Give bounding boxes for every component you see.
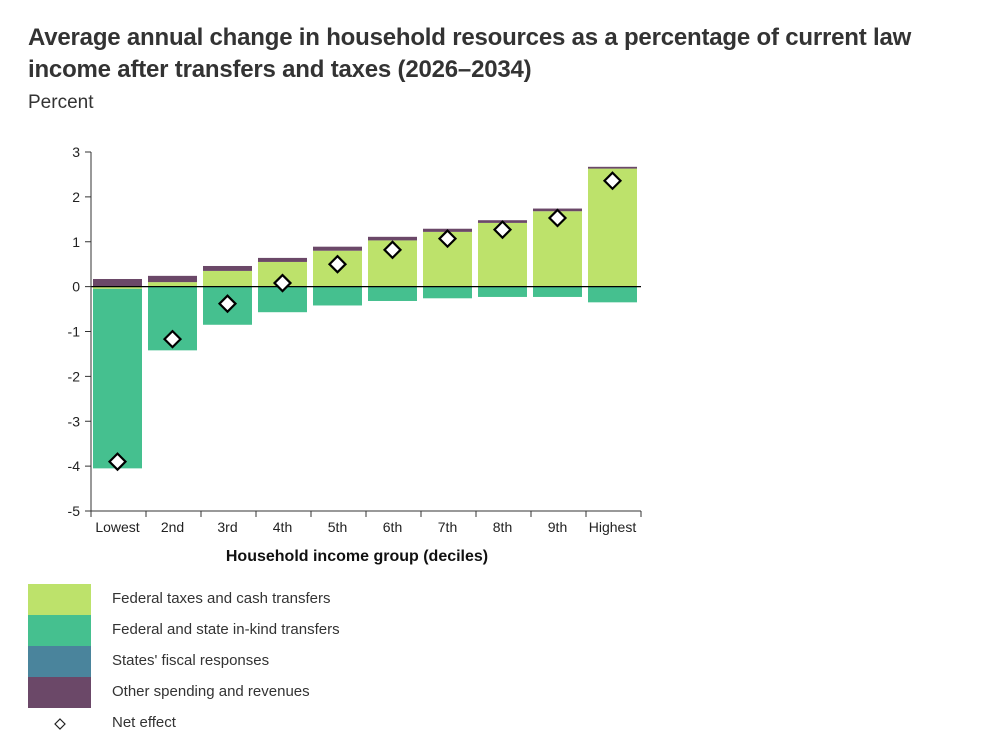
x-tick-label: 4th: [273, 519, 292, 535]
y-tick-label: -2: [68, 368, 81, 384]
net-effect-point-3rd: [217, 294, 238, 314]
bar-other-4th: [258, 257, 307, 262]
bar-other-2nd: [148, 275, 197, 283]
net-effect-diamond-icon: [28, 708, 91, 739]
net-effect-point-lowest: [107, 452, 128, 472]
legend-swatch-in-kind-transfers: [28, 615, 91, 646]
x-axis-title: Household income group (deciles): [226, 548, 488, 565]
chart-title: Average annual change in household resou…: [28, 24, 912, 83]
bar-other-5th: [313, 246, 362, 251]
bar-other-highest: [588, 166, 637, 169]
net-effect-point-7th: [437, 229, 458, 249]
y-tick-label: 1: [72, 234, 80, 250]
x-tick-label: 5th: [328, 519, 347, 535]
y-tick-label: 3: [72, 144, 80, 160]
bar-federal-taxes-lowest: [93, 286, 142, 289]
net-effect-point-4th: [272, 273, 293, 293]
legend-item-states-fiscal: States' fiscal responses: [28, 646, 628, 677]
x-tick-label: 3rd: [217, 519, 237, 535]
legend-label-other-spending: Other spending and revenues: [112, 683, 310, 700]
x-tick-label: 9th: [548, 519, 567, 535]
y-tick-label: -1: [68, 324, 81, 340]
legend-label-net-effect: Net effect: [112, 714, 176, 731]
legend-label-federal-taxes: Federal taxes and cash transfers: [112, 590, 331, 607]
y-tick-label: -3: [68, 413, 81, 429]
bar-in-kind-7th: [423, 286, 472, 299]
x-tick-label: 8th: [493, 519, 512, 535]
bar-federal-taxes-2nd: [148, 282, 197, 287]
legend-item-net-effect: Net effect: [28, 708, 628, 739]
y-tick-label: 2: [72, 189, 80, 205]
bar-in-kind-lowest: [93, 288, 142, 469]
bar-in-kind-9th: [533, 286, 582, 297]
bar-in-kind-highest: [588, 286, 637, 303]
x-tick-label: 7th: [438, 519, 457, 535]
legend-item-other-spending: Other spending and revenues: [28, 677, 628, 708]
legend-label-in-kind-transfers: Federal and state in-kind transfers: [112, 621, 340, 638]
bar-in-kind-5th: [313, 286, 362, 306]
net-effect-point-6th: [382, 240, 403, 260]
legend: Federal taxes and cash transfers Federal…: [28, 584, 628, 739]
legend-swatch-other-spending: [28, 677, 91, 708]
bar-other-6th: [368, 236, 417, 241]
bar-other-lowest: [93, 278, 142, 287]
y-tick-label: 0: [72, 279, 80, 295]
net-effect-point-9th: [547, 208, 568, 228]
x-tick-label: Lowest: [95, 519, 139, 535]
legend-swatch-federal-taxes: [28, 584, 91, 615]
legend-swatch-states-fiscal: [28, 646, 91, 677]
bar-other-3rd: [203, 265, 252, 271]
net-effect-point-highest: [602, 171, 623, 191]
x-tick-label: 6th: [383, 519, 402, 535]
legend-label-states-fiscal: States' fiscal responses: [112, 652, 270, 669]
chart-plot: 3 2 1 0 -1 -2 -3 -4 -5 Lowest 2nd 3rd 4th 5th 6th 7th 8t…: [68, 144, 642, 565]
bar-in-kind-8th: [478, 286, 527, 297]
net-effect-point-5th: [327, 254, 348, 274]
legend-item-in-kind-transfers: Federal and state in-kind transfers: [28, 615, 628, 646]
y-axis-unit-label: Percent: [28, 92, 94, 113]
bar-federal-taxes-3rd: [203, 270, 252, 287]
y-tick-label: -4: [68, 458, 81, 474]
bar-in-kind-6th: [368, 286, 417, 301]
net-effect-point-2nd: [162, 329, 183, 349]
net-effect-point-8th: [492, 220, 513, 240]
legend-item-federal-taxes: Federal taxes and cash transfers: [28, 584, 628, 615]
x-tick-label: 2nd: [161, 519, 184, 535]
y-tick-label: -5: [68, 503, 81, 519]
x-tick-label: Highest: [589, 519, 637, 535]
